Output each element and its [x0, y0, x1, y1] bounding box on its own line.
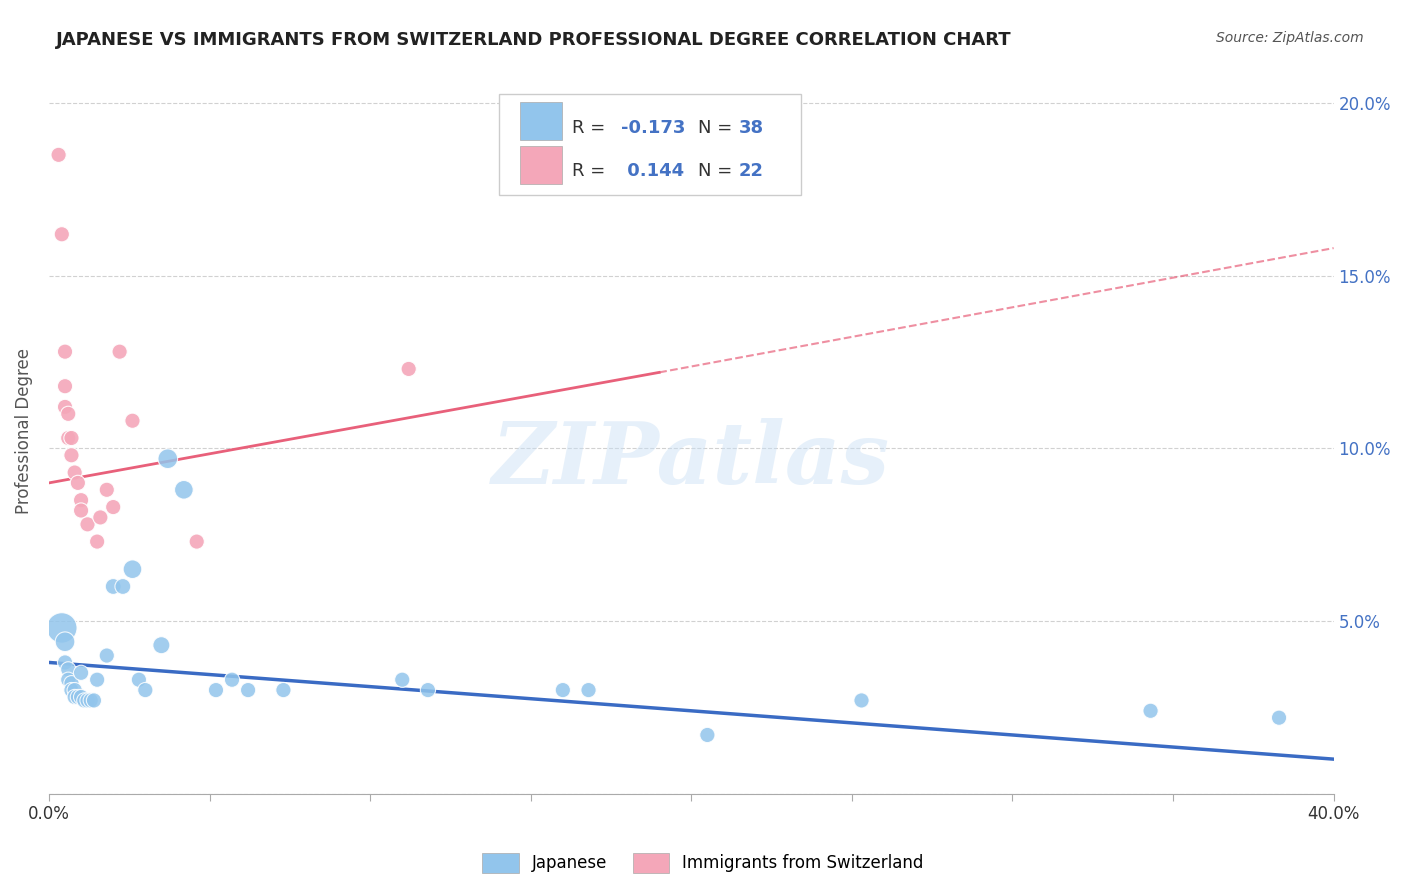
Point [80, 693, 103, 707]
Text: 38: 38 [738, 119, 763, 136]
Point [58, 662, 80, 676]
Point [236, 683, 259, 698]
Point [70, 493, 93, 508]
Point [66, 475, 89, 490]
Text: -0.173: -0.173 [620, 119, 685, 136]
Text: Source: ZipAtlas.com: Source: ZipAtlas.com [1216, 31, 1364, 45]
Point [1268, 711, 1291, 725]
FancyBboxPatch shape [520, 146, 561, 184]
Point [53, 656, 76, 670]
Point [205, 683, 228, 698]
Text: 0.144: 0.144 [620, 162, 683, 180]
Point [89, 510, 111, 524]
Point [273, 683, 295, 698]
Point [103, 579, 125, 593]
Point [63, 690, 86, 704]
Point [70, 690, 93, 704]
Point [51, 621, 73, 635]
Point [103, 500, 125, 514]
Point [416, 683, 439, 698]
Point [60, 683, 83, 698]
Point [391, 673, 413, 687]
Point [221, 673, 243, 687]
Point [96, 483, 118, 497]
Point [121, 562, 143, 576]
Point [83, 693, 105, 707]
Point [53, 344, 76, 359]
Point [96, 648, 118, 663]
Point [53, 400, 76, 414]
Point [60, 448, 83, 462]
Y-axis label: Professional Degree: Professional Degree [15, 348, 32, 514]
Text: JAPANESE VS IMMIGRANTS FROM SWITZERLAND PROFESSIONAL DEGREE CORRELATION CHART: JAPANESE VS IMMIGRANTS FROM SWITZERLAND … [56, 31, 1012, 49]
Point [70, 665, 93, 680]
Point [48, 148, 70, 162]
Point [76, 517, 98, 532]
Point [128, 673, 150, 687]
Point [851, 693, 873, 707]
Legend: Japanese, Immigrants from Switzerland: Japanese, Immigrants from Switzerland [475, 847, 931, 880]
Point [186, 534, 208, 549]
Point [86, 534, 108, 549]
Text: 22: 22 [738, 162, 763, 180]
FancyBboxPatch shape [499, 94, 800, 195]
Point [58, 407, 80, 421]
Text: R =: R = [572, 119, 610, 136]
Point [70, 503, 93, 517]
Point [150, 638, 173, 652]
FancyBboxPatch shape [520, 102, 561, 139]
Text: N =: N = [697, 119, 738, 136]
Point [73, 693, 96, 707]
Point [63, 466, 86, 480]
Point [58, 431, 80, 445]
Point [173, 483, 195, 497]
Point [398, 362, 420, 376]
Point [53, 379, 76, 393]
Text: ZIPatlas: ZIPatlas [492, 418, 890, 502]
Point [108, 344, 131, 359]
Point [66, 690, 89, 704]
Point [121, 414, 143, 428]
Point [1139, 704, 1161, 718]
Point [51, 227, 73, 242]
Point [696, 728, 718, 742]
Point [76, 693, 98, 707]
Point [111, 579, 134, 593]
Point [134, 683, 156, 698]
Point [551, 683, 574, 698]
Point [53, 634, 76, 648]
Point [578, 683, 600, 698]
Point [58, 673, 80, 687]
Point [63, 683, 86, 698]
Point [86, 673, 108, 687]
Point [60, 431, 83, 445]
Point [60, 676, 83, 690]
Text: R =: R = [572, 162, 610, 180]
Text: N =: N = [697, 162, 738, 180]
Point [156, 451, 179, 466]
